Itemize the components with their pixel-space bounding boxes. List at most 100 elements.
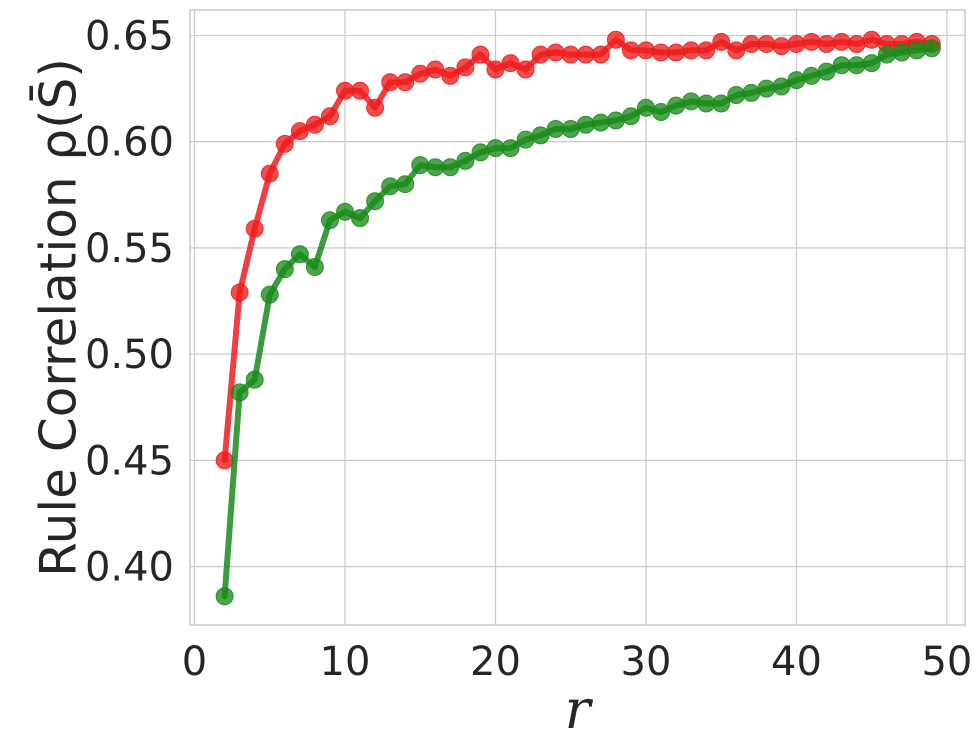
data-point <box>772 77 791 96</box>
data-point <box>396 73 415 92</box>
y-tick-label: 0.55 <box>85 226 174 272</box>
data-point <box>290 245 309 264</box>
x-axis-ticks: 0 10 20 30 40 50 <box>182 639 973 685</box>
data-point <box>366 98 385 117</box>
data-point <box>366 192 385 211</box>
data-point <box>847 34 866 53</box>
data-point <box>336 81 354 100</box>
data-point <box>877 45 896 64</box>
data-point <box>426 158 445 177</box>
data-point <box>441 158 460 177</box>
data-point <box>832 56 851 75</box>
y-tick-label: 0.65 <box>85 13 174 59</box>
data-point <box>516 130 535 149</box>
data-point <box>682 41 701 60</box>
data-point <box>305 115 324 134</box>
data-point <box>411 64 430 83</box>
data-point <box>245 370 264 389</box>
data-point <box>516 60 535 79</box>
data-point <box>802 32 821 51</box>
data-point <box>486 60 505 79</box>
data-point <box>351 81 370 100</box>
data-point <box>862 30 881 49</box>
data-point <box>757 79 776 98</box>
data-point <box>561 45 580 64</box>
x-tick-label: 20 <box>470 639 521 685</box>
data-point <box>531 45 550 64</box>
data-point <box>290 122 309 141</box>
data-point <box>351 209 370 228</box>
series-layer <box>215 30 941 606</box>
data-point <box>652 43 671 62</box>
data-point <box>697 41 716 60</box>
data-point <box>576 115 595 134</box>
data-point <box>546 43 565 62</box>
y-tick-label: 0.40 <box>85 545 174 591</box>
data-point <box>215 587 234 606</box>
series-1 <box>215 30 941 470</box>
series-line <box>221 36 935 464</box>
data-point <box>411 156 430 175</box>
data-point <box>712 94 731 113</box>
y-tick-label: 0.60 <box>85 120 174 166</box>
data-point <box>426 60 445 79</box>
x-tick-label: 40 <box>771 639 822 685</box>
data-point <box>636 41 655 60</box>
data-point <box>260 285 279 304</box>
grid <box>190 10 965 625</box>
data-point <box>907 41 926 60</box>
data-point <box>787 71 806 90</box>
data-point <box>787 34 806 53</box>
plot-frame <box>189 9 966 626</box>
data-point <box>381 177 400 196</box>
data-point <box>832 32 851 51</box>
data-point <box>336 202 354 221</box>
data-point <box>561 119 580 138</box>
data-point <box>501 139 520 158</box>
data-point <box>230 383 249 402</box>
y-tick-label: 0.45 <box>85 438 174 484</box>
y-tick-label: 0.50 <box>85 332 174 378</box>
data-point <box>546 119 565 138</box>
data-point <box>682 92 701 111</box>
x-tick-label: 30 <box>621 639 672 685</box>
series-2 <box>215 39 941 606</box>
data-point <box>667 96 686 115</box>
data-point <box>396 175 415 194</box>
data-point <box>381 73 400 92</box>
data-point <box>606 111 625 130</box>
y-axis-ticks: 0.40 0.45 0.50 0.55 0.60 0.65 <box>85 13 174 590</box>
data-point <box>471 45 490 64</box>
data-point <box>621 41 640 60</box>
x-axis-label: r <box>565 678 594 741</box>
data-point <box>260 164 279 183</box>
data-point <box>621 107 640 126</box>
data-point <box>727 41 746 60</box>
data-point <box>501 54 520 73</box>
data-point <box>892 43 911 62</box>
data-point <box>922 39 941 58</box>
data-point <box>652 102 671 121</box>
data-point <box>817 34 836 53</box>
data-point <box>320 107 339 126</box>
data-point <box>245 219 264 238</box>
data-point <box>862 54 881 73</box>
data-point <box>441 66 460 85</box>
data-point <box>727 85 746 104</box>
data-point <box>591 45 610 64</box>
x-tick-label: 50 <box>921 639 972 685</box>
data-point <box>636 98 655 117</box>
data-point <box>606 30 625 49</box>
x-tick-label: 0 <box>182 639 207 685</box>
data-point <box>802 66 821 85</box>
data-point <box>471 143 490 162</box>
data-point <box>847 56 866 75</box>
data-point <box>742 34 761 53</box>
data-point <box>576 45 595 64</box>
x-tick-label: 10 <box>320 639 371 685</box>
data-point <box>305 258 324 277</box>
data-point <box>757 34 776 53</box>
data-point <box>772 37 791 56</box>
